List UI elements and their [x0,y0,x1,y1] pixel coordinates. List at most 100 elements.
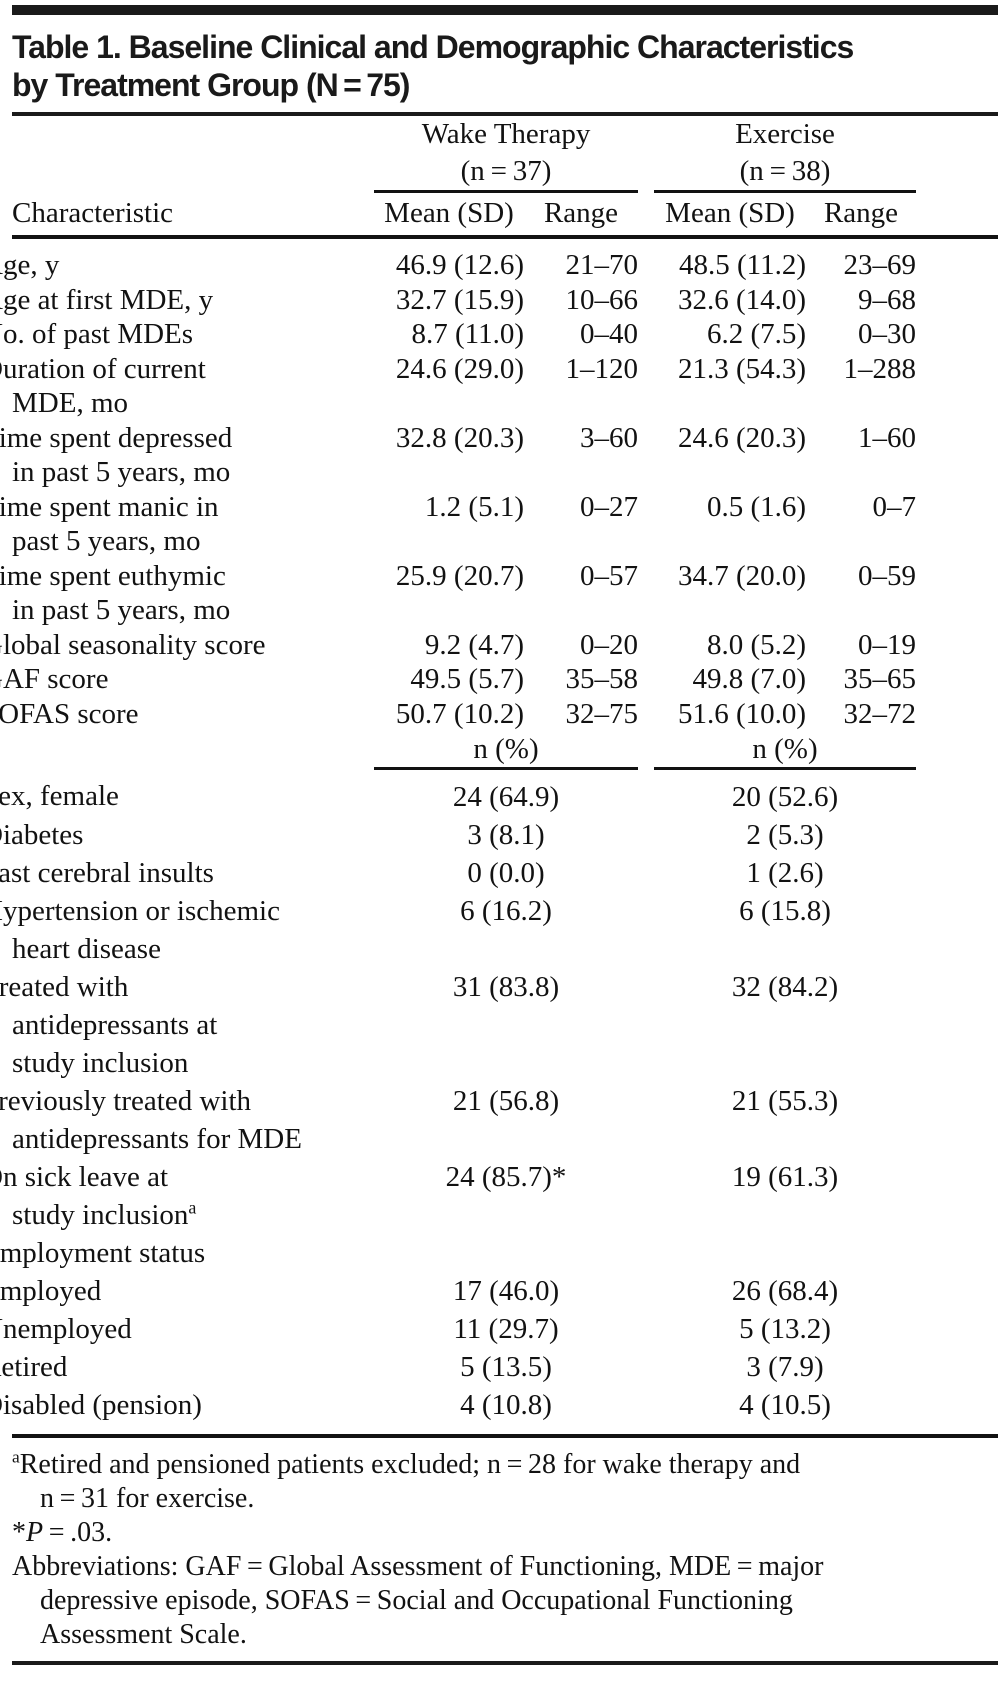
ex-count: 26 (68.4) [731,1275,839,1307]
wt-range: 21–70 [565,249,639,281]
table-row: No. of past MDEs 8.7 (11.0) 0–40 6.2 (7.… [0,317,998,352]
row-label: Retired [0,1351,68,1383]
table-row: Disabled (pension) 4 (10.8) 4 (10.5) [0,1386,999,1438]
table-row: Past cerebral insults 0 (0.0) 1 (2.6) [0,854,998,892]
row-label-text: On sick leave at study inclusion [0,1161,189,1231]
spacer [916,490,998,559]
wt-range: 10–66 [565,283,639,316]
column-header-row: Characteristic Mean (SD) Range Mean (SD)… [12,191,999,239]
ex-count [654,1234,916,1272]
wt-range: 1–120 [565,352,639,385]
spacer [916,1234,998,1272]
row-label: Employment status [0,1237,206,1269]
row-label: GAF score [0,663,109,695]
group-n: (n = 37) [460,155,552,187]
wt-count: 21 (56.8) [452,1085,560,1117]
ex-range: 0–30 [858,318,917,350]
ex-range: 9–68 [858,283,917,316]
row-label: Treated with antidepressants at study in… [0,971,218,1079]
table-row: Employment status [0,1234,998,1272]
spacer [638,1234,654,1272]
row-label: Hypertension or ischemic heart disease [0,895,280,965]
ex-count: 19 (61.3) [731,1161,839,1193]
wt-count: 11 (29.7) [453,1313,559,1345]
spacer [916,237,998,283]
ex-range: 0–59 [858,559,917,592]
ex-mean-sd: 34.7 (20.0) [677,559,807,592]
row-label: Employed [0,1275,102,1307]
spacer [638,628,654,663]
spacer [638,421,654,490]
row-label: On sick leave at study inclusiona [0,1158,374,1234]
row-label: Duration of current MDE, mo [0,352,206,420]
wt-count: 17 (46.0) [452,1275,560,1307]
table-row: Time spent depressed in past 5 years, mo… [0,421,998,490]
row-label: Time spent euthymic in past 5 years, mo [0,559,231,627]
ex-count: 6 (15.8) [739,895,831,927]
spacer [638,317,654,352]
table-row: Retired 5 (13.5) 3 (7.9) [0,1348,998,1386]
row-label: Time spent manic in past 5 years, mo [0,490,219,558]
spacer [916,1272,998,1310]
column-header-ex-range: Range [806,191,917,239]
wt-count: 24 (85.7)* [445,1161,567,1193]
title-line-1: Table 1. Baseline Clinical and Demograph… [12,29,854,65]
ex-count: 20 (52.6) [731,781,839,813]
spacer [638,237,654,283]
table-row: Time spent euthymic in past 5 years, mo … [0,559,998,628]
spacer [916,1386,999,1438]
table-row: Sex, female 24 (64.9) 20 (52.6) [0,769,998,817]
top-rule [12,5,998,15]
spacer [638,1310,654,1348]
row-label: Age, y [0,249,60,281]
ex-range: 1–288 [843,352,917,385]
wt-mean-sd: 50.7 (10.2) [395,697,524,730]
spacer [638,1272,654,1310]
row-label: SOFAS score [0,697,139,730]
wt-mean-sd: 32.8 (20.3) [395,421,524,454]
spacer [638,662,654,697]
ex-count: 1 (2.6) [746,857,824,889]
spacer [916,283,998,318]
column-header-characteristic: Characteristic [12,191,374,239]
footnote-a-text: Retired and pensioned patients excluded;… [19,1449,801,1514]
wt-range: 0–20 [580,628,639,661]
spacer [916,892,998,968]
count-header-wake-therapy: n (%) [374,731,639,770]
wt-mean-sd: 49.5 (5.7) [410,663,524,695]
count-header-row: n (%) n (%) [12,731,998,770]
spacer [638,283,654,318]
spacer [638,1348,654,1386]
footnote-star: * [12,1517,26,1548]
count-header-exercise: n (%) [654,731,917,770]
spacer [916,317,998,352]
wt-mean-sd: 8.7 (11.0) [411,318,525,350]
spacer [916,191,999,239]
table-row: Time spent manic in past 5 years, mo 1.2… [0,490,998,559]
table-row: Global seasonality score 9.2 (4.7) 0–20 … [0,628,998,663]
footnote-p: P [26,1517,44,1548]
spacer [12,731,374,769]
table-row: Age, y 46.9 (12.6) 21–70 48.5 (11.2) 23–… [0,237,998,283]
table-row: Employed 17 (46.0) 26 (68.4) [0,1272,998,1310]
spacer [638,769,654,817]
ex-mean-sd: 32.6 (14.0) [677,283,807,316]
ex-count: 3 (7.9) [746,1351,824,1383]
row-label: Diabetes [0,819,84,851]
ex-mean-sd: 0.5 (1.6) [706,490,807,523]
wt-count: 4 (10.8) [374,1386,639,1438]
spacer [638,116,654,192]
table-row: Hypertension or ischemic heart disease 6… [0,892,998,968]
wt-count [374,1234,638,1272]
spacer [916,816,998,854]
row-label: Global seasonality score [0,628,266,661]
title-line-2: by Treatment Group (N = 75) [12,67,410,103]
ex-mean-sd: 24.6 (20.3) [677,421,807,454]
spacer [638,968,654,1082]
ex-range: 23–69 [843,249,917,281]
spacer [638,1082,654,1158]
row-label: Disabled (pension) [0,1386,374,1438]
table-row: Treated with antidepressants at study in… [0,968,998,1082]
ex-mean-sd: 48.5 (11.2) [679,249,807,281]
